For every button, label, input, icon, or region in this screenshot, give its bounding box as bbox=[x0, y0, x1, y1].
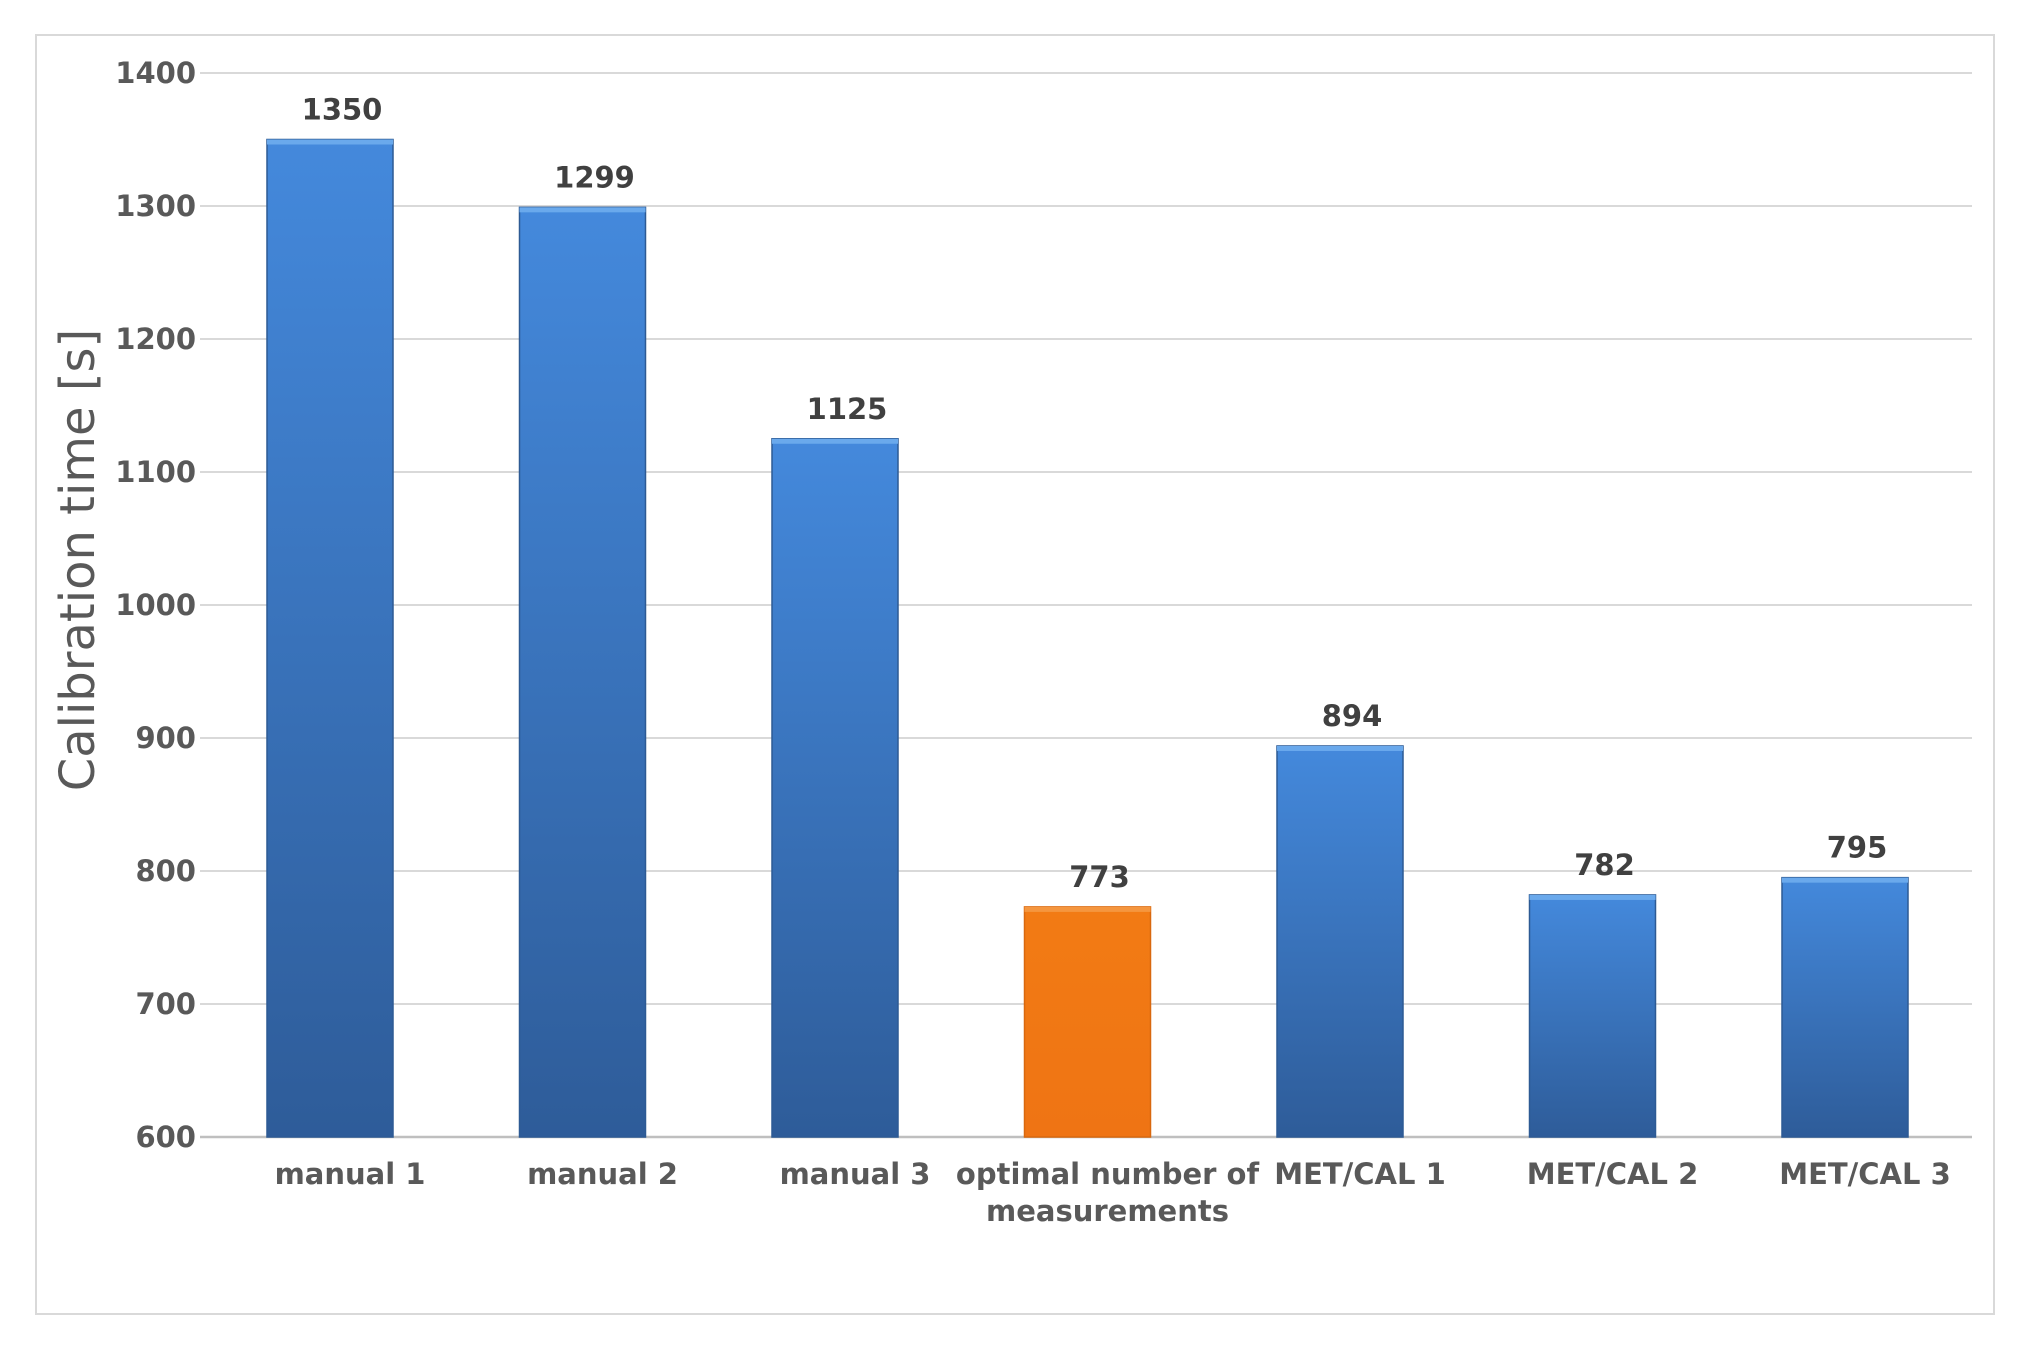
bar-top-highlight bbox=[1277, 745, 1403, 751]
category-label: MET/CAL 3 bbox=[1779, 1157, 1951, 1191]
bar bbox=[1781, 876, 1909, 1138]
category-label: MET/CAL 1 bbox=[1274, 1157, 1446, 1191]
data-label: 1350 bbox=[302, 93, 383, 127]
bars bbox=[266, 138, 1909, 1138]
gridlines bbox=[200, 72, 1972, 1139]
category-label: optimal number of measurements bbox=[956, 1157, 1260, 1228]
category-label: manual 2 bbox=[527, 1157, 678, 1191]
category-labels: manual 1 manual 2 manual 3 optimal number o… bbox=[275, 1157, 1951, 1228]
y-tick-label: 800 bbox=[135, 854, 196, 888]
y-axis-ticks: 600 700 800 900 1000 1100 1200 1300 1400 bbox=[115, 56, 196, 1154]
category-label-line: optimal number of bbox=[956, 1157, 1260, 1191]
category-label-line: manual 1 bbox=[275, 1157, 426, 1191]
y-tick-label: 1300 bbox=[115, 189, 196, 223]
y-tick-label: 1200 bbox=[115, 322, 196, 356]
y-tick-label: 900 bbox=[135, 721, 196, 755]
data-label: 1299 bbox=[554, 160, 635, 194]
category-label-line: MET/CAL 1 bbox=[1274, 1157, 1446, 1191]
category-label: manual 3 bbox=[780, 1157, 931, 1191]
data-label: 773 bbox=[1069, 860, 1130, 894]
data-labels: 1350 1299 1125 773 894 782 795 bbox=[302, 93, 1888, 894]
data-label: 1125 bbox=[807, 392, 888, 426]
bar bbox=[518, 206, 647, 1138]
data-label: 782 bbox=[1574, 848, 1635, 882]
bar-top-highlight bbox=[267, 139, 393, 145]
bar bbox=[1023, 906, 1152, 1138]
bar-top-highlight bbox=[519, 207, 646, 213]
category-label-line: measurements bbox=[986, 1194, 1229, 1228]
bar bbox=[1528, 894, 1657, 1138]
data-label: 894 bbox=[1322, 699, 1383, 733]
bar bbox=[266, 138, 394, 1138]
y-axis-title: Calibration time [s] bbox=[50, 329, 106, 792]
y-tick-label: 1400 bbox=[115, 56, 196, 90]
bar-top-highlight bbox=[1024, 906, 1151, 912]
data-label: 795 bbox=[1827, 831, 1888, 865]
category-label: MET/CAL 2 bbox=[1527, 1157, 1699, 1191]
category-label-line: manual 2 bbox=[527, 1157, 678, 1191]
y-tick-label: 600 bbox=[135, 1120, 196, 1154]
category-label: manual 1 bbox=[275, 1157, 426, 1191]
category-label-line: MET/CAL 2 bbox=[1527, 1157, 1699, 1191]
bar-top-highlight bbox=[1782, 877, 1908, 883]
bar bbox=[1276, 745, 1404, 1138]
category-label-line: manual 3 bbox=[780, 1157, 931, 1191]
bar-top-highlight bbox=[1529, 894, 1656, 900]
y-tick-label: 1000 bbox=[115, 588, 196, 622]
y-tick-label: 1100 bbox=[115, 455, 196, 489]
category-label-line: MET/CAL 3 bbox=[1779, 1157, 1951, 1191]
bar-top-highlight bbox=[772, 438, 898, 444]
bar bbox=[771, 438, 899, 1138]
y-tick-label: 700 bbox=[135, 987, 196, 1021]
